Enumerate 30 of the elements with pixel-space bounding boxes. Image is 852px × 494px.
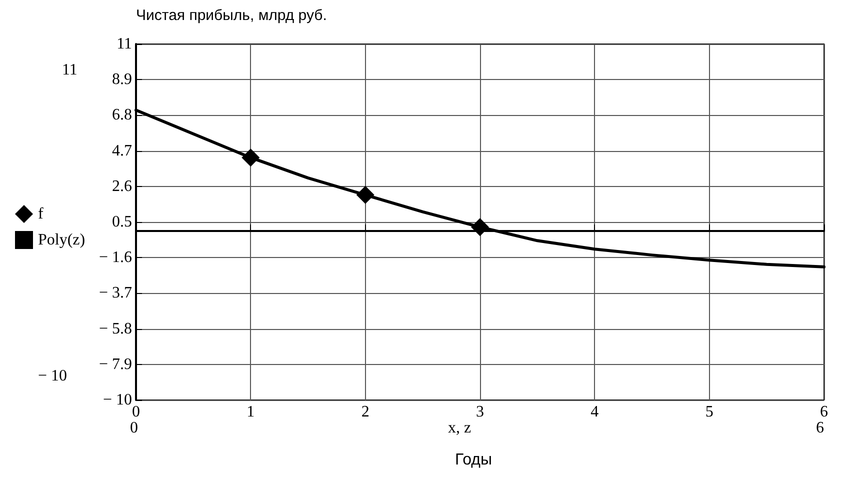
legend-label: Poly(z) — [38, 232, 86, 248]
x-tick-label: 4 — [590, 404, 599, 420]
point — [471, 218, 489, 236]
y-tick-label: 6.8 — [112, 106, 132, 124]
chart-title: Чистая прибыль, млрд руб. — [136, 7, 327, 24]
y-tick-label: 0.5 — [112, 214, 132, 230]
y-tick-label: 2.6 — [112, 178, 132, 195]
x-axis-title: x, z — [448, 420, 472, 436]
point — [356, 186, 374, 204]
y-tick-label: 8.9 — [112, 71, 132, 88]
legend-label: f — [38, 206, 44, 222]
y-tick-label: − 1.6 — [98, 249, 132, 266]
x-tick-label: 1 — [246, 404, 255, 420]
y-tick-label: − 3.7 — [98, 284, 132, 302]
y-tick-label: − 7.9 — [98, 356, 132, 373]
x-tick-label: 5 — [705, 404, 714, 420]
x-tick-label: 0 — [132, 404, 140, 420]
x-tick-label: 3 — [476, 404, 484, 420]
text: 0 — [130, 420, 138, 436]
point — [242, 148, 260, 167]
y-tick-label: − 5.8 — [98, 320, 132, 338]
x-tick-label: 2 — [361, 404, 370, 420]
x-tick-label: 6 — [820, 404, 828, 420]
y-tick-label: 11 — [116, 36, 132, 52]
y-tick-label: 4.7 — [112, 142, 132, 160]
text: − 10 — [38, 368, 68, 384]
y-tick-label: − 10 — [102, 392, 132, 408]
text: Годы — [455, 452, 492, 468]
text: 6 — [816, 420, 824, 436]
text: 11 — [62, 62, 78, 78]
